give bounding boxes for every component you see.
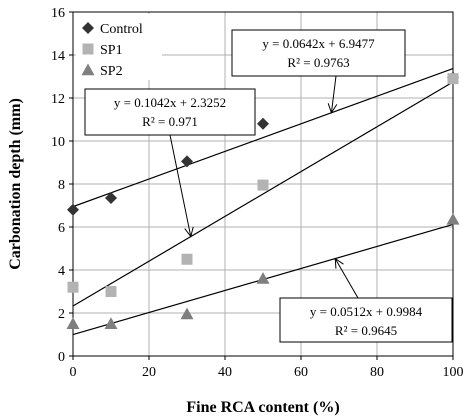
x-tick-label: 40: [218, 365, 232, 380]
annotation-arrow: [330, 75, 337, 113]
x-axis-title: Fine RCA content (%): [186, 399, 339, 416]
series-sp2: [66, 212, 460, 329]
annotation-arrow: [169, 134, 192, 237]
x-tick-label: 60: [294, 365, 308, 380]
data-point-sp1: [257, 179, 269, 191]
equation-box-frame: [84, 88, 256, 136]
legend: Control SP1 SP2: [76, 14, 162, 80]
trendline-sp1: [72, 81, 454, 307]
trendline-equation: y = 0.0642x + 6.9477: [262, 36, 375, 51]
y-tick-label: 6: [58, 221, 65, 236]
y-tick-label: 8: [58, 178, 65, 193]
data-point-sp2: [446, 212, 460, 225]
data-point-sp2: [66, 317, 80, 329]
points: [66, 71, 460, 329]
axes: 0 2 4 6 8 10 12 14 16 0 20 40 60 80 100: [51, 6, 464, 380]
legend-marker-sp1: [82, 43, 94, 55]
trendline-equation: y = 0.1042x + 2.3252: [114, 95, 226, 110]
data-point-sp2: [256, 272, 270, 284]
data-point-sp2: [104, 317, 118, 329]
y-tick-label: 14: [51, 49, 65, 64]
data-point-sp1: [447, 73, 459, 85]
data-point-sp1: [105, 286, 117, 297]
y-tick-label: 0: [58, 350, 65, 365]
data-point-sp1: [181, 253, 193, 265]
x-tick-label: 100: [443, 365, 464, 380]
data-point-sp1: [67, 281, 79, 293]
y-tick-label: 4: [58, 264, 65, 279]
annotation-arrowhead: [184, 226, 194, 238]
series-sp1: [67, 73, 459, 297]
trendline-control: [72, 68, 454, 208]
x-tick-label: 80: [370, 365, 384, 380]
annotations: y = 0.0642x + 6.9477 R² = 0.9763 y = 0.104…: [84, 29, 453, 343]
legend-label-sp1: SP1: [100, 43, 123, 58]
equation-box-sp1: y = 0.1042x + 2.3252 R² = 0.971: [84, 88, 256, 238]
y-tick-label: 10: [51, 135, 65, 150]
equation-box-frame: [279, 297, 453, 343]
x-tick-label: 0: [70, 365, 77, 380]
legend-marker-control: [82, 22, 94, 34]
equation-box-control: y = 0.0642x + 6.9477 R² = 0.9763: [231, 29, 406, 114]
data-point-control: [105, 191, 117, 204]
data-point-control: [67, 203, 79, 216]
legend-marker-sp2: [81, 63, 95, 76]
data-point-sp2: [180, 307, 194, 320]
x-tick-label: 20: [142, 365, 156, 380]
y-axis-title: Carbonation depth (mm): [7, 98, 24, 270]
annotation-arrowhead: [327, 103, 338, 114]
y-tick-label: 12: [51, 92, 65, 107]
trendline-equation: y = 0.0512x + 0.9984: [310, 304, 423, 319]
equation-box-frame: [231, 29, 406, 77]
data-point-control: [181, 155, 193, 168]
equation-box-sp2: y = 0.0512x + 0.9984 R² = 0.9645: [279, 257, 453, 343]
trendline-r-squared: R² = 0.971: [142, 114, 198, 129]
y-tick-label: 2: [58, 307, 65, 322]
y-tick-label: 16: [51, 6, 65, 21]
trendline-r-squared: R² = 0.9763: [287, 55, 349, 70]
legend-label-sp2: SP2: [100, 64, 123, 79]
data-point-control: [257, 117, 269, 130]
legend-label-control: Control: [100, 22, 143, 37]
annotation-arrowhead: [334, 257, 344, 269]
annotation-arrow: [334, 258, 359, 299]
trendline-r-squared: R² = 0.9645: [335, 323, 397, 338]
